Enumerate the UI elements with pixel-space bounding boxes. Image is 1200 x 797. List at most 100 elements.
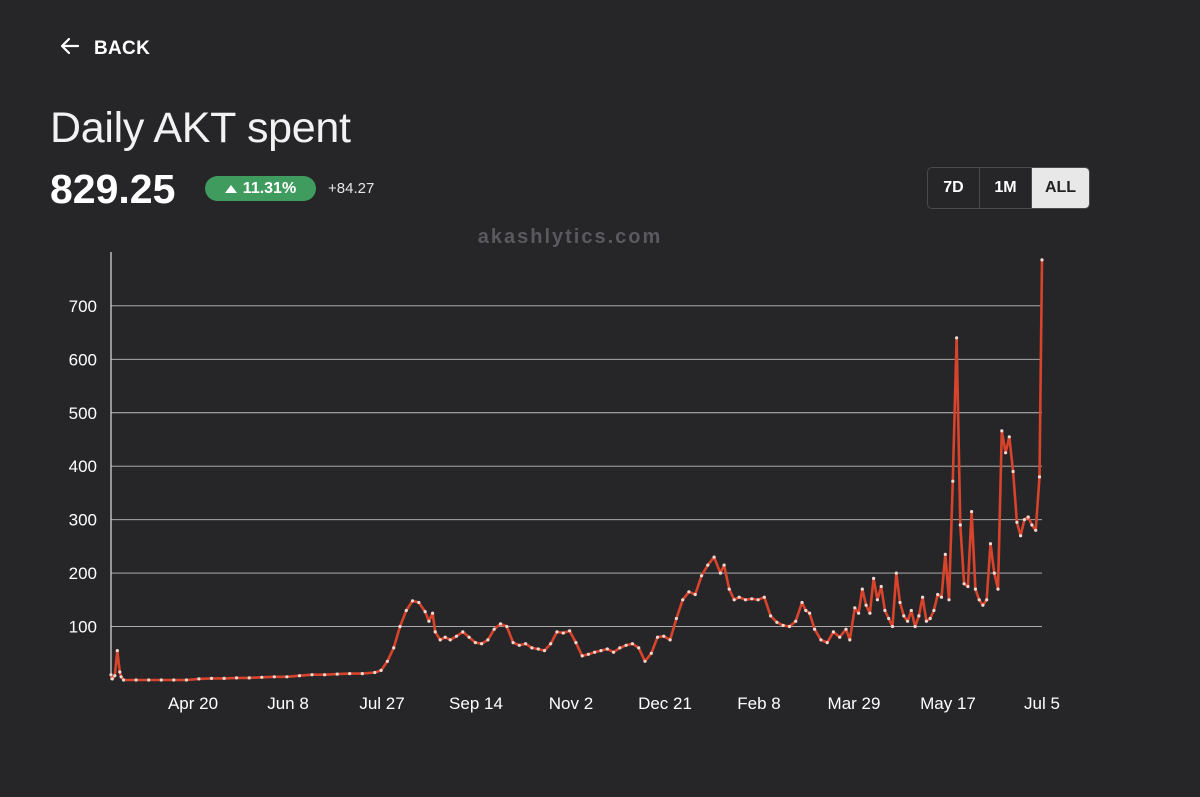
data-point bbox=[480, 642, 484, 646]
data-point bbox=[794, 619, 798, 623]
data-point bbox=[890, 624, 895, 629]
data-point bbox=[122, 678, 126, 682]
data-point bbox=[913, 624, 917, 629]
data-point bbox=[819, 638, 823, 642]
data-point bbox=[699, 574, 704, 578]
data-point bbox=[1011, 469, 1015, 474]
data-point bbox=[498, 622, 503, 626]
data-point bbox=[335, 672, 339, 676]
triangle-up-icon bbox=[224, 184, 237, 193]
data-point bbox=[1040, 258, 1044, 262]
data-point bbox=[800, 600, 804, 605]
data-point bbox=[568, 629, 572, 633]
x-tick-label: May 17 bbox=[920, 694, 976, 713]
data-point bbox=[431, 611, 435, 615]
data-point bbox=[159, 678, 163, 682]
data-point bbox=[917, 614, 921, 618]
data-point bbox=[775, 620, 779, 624]
data-point bbox=[272, 675, 276, 679]
data-point bbox=[662, 634, 666, 638]
data-point bbox=[398, 624, 402, 629]
data-point bbox=[988, 542, 993, 546]
y-axis-ticks: 100 200 300 400 500 600 700 bbox=[69, 297, 97, 637]
data-point bbox=[260, 675, 264, 679]
data-point bbox=[637, 646, 641, 650]
data-point bbox=[443, 635, 447, 639]
data-point bbox=[109, 673, 113, 677]
data-point bbox=[172, 678, 176, 682]
series-path bbox=[109, 259, 1044, 682]
range-all-button[interactable]: ALL bbox=[1032, 168, 1089, 208]
data-point bbox=[448, 638, 452, 642]
data-point bbox=[360, 672, 364, 676]
data-point bbox=[235, 676, 239, 680]
data-point bbox=[951, 479, 955, 483]
data-point bbox=[743, 598, 748, 602]
data-point bbox=[285, 675, 289, 679]
data-point bbox=[668, 638, 672, 642]
data-point bbox=[887, 616, 891, 621]
change-badge: 11.31% bbox=[205, 176, 316, 201]
data-point bbox=[599, 649, 603, 653]
x-tick-label: Sep 14 bbox=[449, 694, 503, 713]
data-point bbox=[787, 624, 792, 629]
data-point bbox=[247, 676, 251, 680]
data-point bbox=[473, 641, 477, 645]
data-point bbox=[1000, 429, 1004, 433]
data-point bbox=[909, 608, 913, 613]
arrow-left-icon bbox=[58, 34, 82, 64]
data-point bbox=[624, 643, 628, 647]
x-tick-label: Jul 27 bbox=[359, 694, 404, 713]
data-point bbox=[712, 555, 716, 559]
page-title: Daily AKT spent bbox=[50, 104, 351, 152]
data-point bbox=[115, 649, 119, 653]
data-point bbox=[722, 563, 726, 567]
x-tick-label: Jun 8 bbox=[267, 694, 309, 713]
data-point bbox=[864, 603, 868, 607]
data-point bbox=[996, 587, 1000, 591]
data-point bbox=[113, 674, 117, 678]
range-7d-button[interactable]: 7D bbox=[928, 168, 980, 208]
data-point bbox=[973, 587, 978, 591]
data-point bbox=[486, 638, 490, 642]
data-point bbox=[385, 659, 389, 663]
data-point bbox=[860, 587, 864, 591]
data-point bbox=[310, 673, 314, 677]
data-point bbox=[921, 595, 925, 599]
data-point bbox=[902, 614, 906, 618]
data-point bbox=[404, 608, 408, 613]
data-point bbox=[813, 627, 817, 631]
data-point bbox=[853, 606, 857, 610]
data-point bbox=[936, 592, 940, 597]
current-value: 829.25 bbox=[50, 166, 176, 212]
data-point bbox=[433, 630, 437, 634]
data-point bbox=[542, 649, 547, 653]
data-point bbox=[947, 598, 951, 602]
data-point bbox=[417, 600, 421, 605]
data-point bbox=[1004, 451, 1008, 455]
data-point bbox=[804, 608, 808, 613]
data-point bbox=[530, 646, 534, 650]
data-point bbox=[939, 595, 944, 599]
range-1m-button[interactable]: 1M bbox=[980, 168, 1032, 208]
data-point bbox=[872, 576, 876, 581]
data-point bbox=[649, 651, 653, 655]
data-point bbox=[505, 624, 509, 629]
data-point bbox=[966, 584, 970, 589]
data-point bbox=[454, 634, 459, 638]
data-point bbox=[769, 614, 773, 618]
data-point bbox=[630, 642, 635, 646]
back-button[interactable]: BACK bbox=[58, 34, 150, 64]
y-tick-label: 700 bbox=[69, 297, 97, 316]
data-point bbox=[756, 598, 760, 602]
data-point bbox=[119, 675, 123, 679]
data-point bbox=[1019, 534, 1023, 538]
data-point bbox=[906, 619, 910, 623]
data-point bbox=[1022, 518, 1026, 522]
data-point bbox=[970, 510, 974, 514]
data-point bbox=[297, 674, 302, 678]
data-point bbox=[492, 627, 496, 631]
data-point bbox=[718, 571, 723, 575]
data-point bbox=[184, 678, 188, 682]
